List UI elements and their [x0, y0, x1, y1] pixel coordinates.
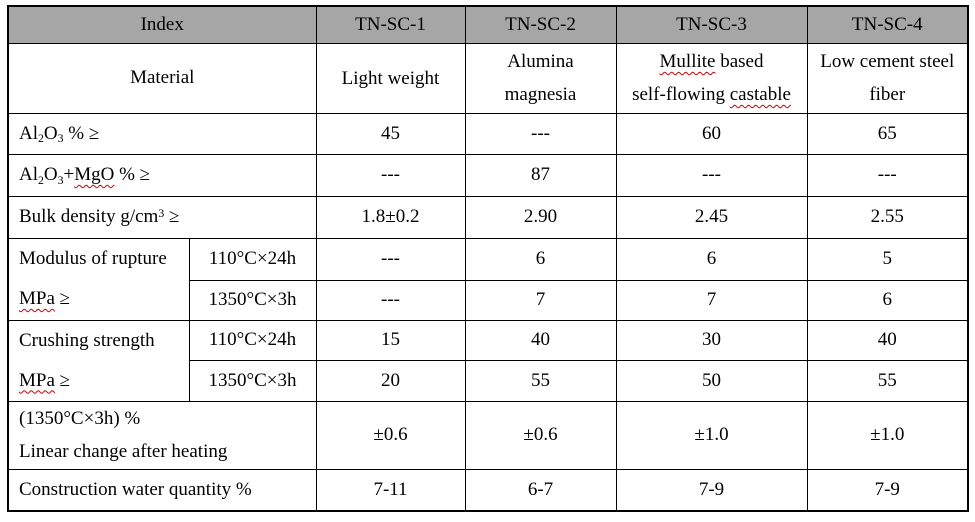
modulus-row-1350: 1350°C×3h --- 7 7 6 — [8, 279, 969, 321]
header-cell-index: Index — [7, 5, 317, 44]
value-cell: ±1.0 — [806, 400, 969, 470]
material-row: Material Light weight Alumina magnesia M… — [7, 42, 969, 114]
value-cell: --- — [315, 153, 466, 197]
value-cell: 87 — [464, 153, 617, 197]
material-line: Low cement steel — [820, 51, 955, 72]
header-cell-product-3: TN-SC-3 — [615, 5, 808, 44]
value-cell: 55 — [464, 360, 617, 402]
row-label-modulus: Modulus of rupture MPa ≥ — [7, 237, 190, 321]
value-cell: ±0.6 — [315, 400, 466, 470]
value-cell: 6 — [464, 237, 617, 281]
al2o3-row: Al2O3 % ≥ 45 --- 60 65 — [7, 112, 969, 155]
material-cell-3: Mullite based self-flowing castable — [615, 42, 808, 114]
row-label-line: Linear change after heating — [19, 441, 228, 462]
value-cell: 40 — [806, 319, 969, 361]
header-row: Index TN-SC-1 TN-SC-2 TN-SC-3 TN-SC-4 — [7, 5, 969, 44]
row-label-al2o3: Al2O3 % ≥ — [7, 112, 317, 155]
value-cell: 15 — [315, 319, 466, 361]
condition-cell: 110°C×24h — [188, 319, 317, 361]
value-cell: 20 — [315, 360, 466, 402]
value-cell: 7-9 — [806, 468, 969, 512]
value-cell: 7-11 — [315, 468, 466, 512]
value-cell: 5 — [806, 237, 969, 281]
value-cell: --- — [315, 237, 466, 281]
row-label-line: Modulus of rupture — [19, 248, 167, 269]
value-cell: ±0.6 — [464, 400, 617, 470]
row-label-water: Construction water quantity % — [7, 468, 317, 512]
material-line: fiber — [869, 84, 906, 105]
value-cell: 40 — [464, 319, 617, 361]
value-cell: --- — [615, 153, 808, 197]
material-line: Mullite based — [659, 51, 764, 72]
value-cell: --- — [806, 153, 969, 197]
water-quantity-row: Construction water quantity % 7-11 6-7 7… — [7, 468, 969, 512]
bulk-density-row: Bulk density g/cm3 ≥ 1.8±0.2 2.90 2.45 2… — [7, 195, 969, 239]
header-cell-product-2: TN-SC-2 — [464, 5, 617, 44]
condition-cell: 1350°C×3h — [188, 279, 317, 321]
value-cell: 1.8±0.2 — [315, 195, 466, 239]
value-cell: --- — [464, 112, 617, 155]
value-cell: 30 — [615, 319, 808, 361]
al2o3-mgo-row: Al2O3+MgO % ≥ --- 87 --- --- — [7, 153, 969, 197]
condition-cell: 1350°C×3h — [188, 360, 317, 402]
row-label-line: MPa ≥ — [19, 369, 71, 391]
row-label-line: MPa ≥ — [19, 288, 71, 309]
value-cell: 6 — [615, 237, 808, 281]
header-cell-product-1: TN-SC-1 — [315, 5, 466, 44]
value-cell: 7 — [464, 279, 617, 321]
modulus-row-110: Modulus of rupture MPa ≥ 110°C×24h --- 6… — [7, 237, 969, 321]
material-cell-2: Alumina magnesia — [464, 42, 617, 114]
material-line: magnesia — [504, 84, 577, 105]
condition-cell: 110°C×24h — [188, 237, 317, 281]
material-cell-4: Low cement steel fiber — [806, 42, 969, 114]
product-spec-table: Index TN-SC-1 TN-SC-2 TN-SC-3 TN-SC-4 Ma… — [7, 5, 969, 512]
value-cell: 2.90 — [464, 195, 617, 239]
row-label-line: (1350°C×3h) % — [19, 408, 141, 429]
row-label-line: Crushing strength — [19, 329, 155, 351]
value-cell: 60 — [615, 112, 808, 155]
value-cell: ±1.0 — [615, 400, 808, 470]
value-cell: 65 — [806, 112, 969, 155]
material-line: Alumina — [507, 51, 574, 72]
row-label-linear-change: (1350°C×3h) % Linear change after heatin… — [7, 400, 317, 470]
material-line: self-flowing castable — [632, 84, 791, 105]
value-cell: 2.45 — [615, 195, 808, 239]
material-line: Light weight — [341, 67, 440, 89]
value-cell: 55 — [806, 360, 969, 402]
value-cell: 2.55 — [806, 195, 969, 239]
value-cell: 7-9 — [615, 468, 808, 512]
linear-change-row: (1350°C×3h) % Linear change after heatin… — [7, 400, 969, 470]
crushing-row-110: Crushing strength MPa ≥ 110°C×24h 15 40 … — [7, 319, 969, 402]
row-label-material: Material — [7, 42, 317, 114]
value-cell: 6 — [806, 279, 969, 321]
header-cell-product-4: TN-SC-4 — [806, 5, 969, 44]
value-cell: --- — [315, 279, 466, 321]
value-cell: 50 — [615, 360, 808, 402]
material-cell-1: Light weight — [315, 42, 466, 114]
row-label-al2o3-mgo: Al2O3+MgO % ≥ — [7, 153, 317, 197]
row-label-bulk-density: Bulk density g/cm3 ≥ — [7, 195, 317, 239]
value-cell: 6-7 — [464, 468, 617, 512]
value-cell: 45 — [315, 112, 466, 155]
row-label-crushing: Crushing strength MPa ≥ — [7, 319, 190, 402]
value-cell: 7 — [615, 279, 808, 321]
